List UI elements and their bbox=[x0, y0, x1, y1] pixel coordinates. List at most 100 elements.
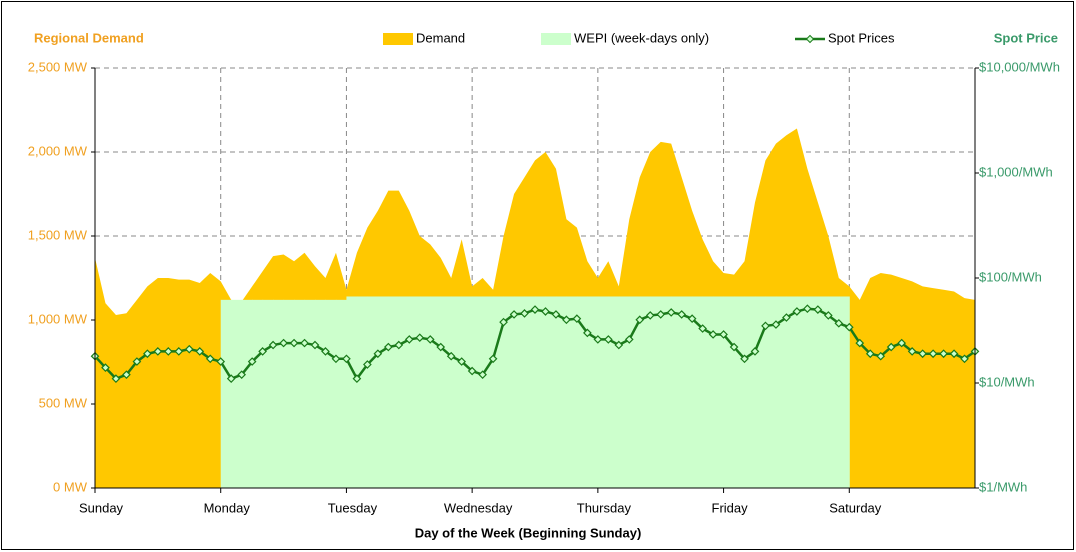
wepi-step bbox=[241, 299, 253, 488]
spot-marker bbox=[132, 357, 142, 366]
wepi-step bbox=[608, 296, 620, 488]
y2-tick-label: $100/MWh bbox=[979, 269, 1042, 284]
spot-marker bbox=[562, 315, 571, 325]
spot-marker bbox=[750, 347, 760, 356]
wepi-step bbox=[692, 296, 704, 488]
wepi-step bbox=[702, 296, 714, 488]
spot-marker bbox=[352, 374, 362, 384]
spot-marker bbox=[143, 349, 152, 359]
x-tick-label: Saturday bbox=[829, 500, 882, 515]
spot-marker bbox=[792, 307, 802, 316]
spot-marker bbox=[813, 305, 823, 314]
spot-marker bbox=[834, 318, 844, 328]
wepi-step bbox=[734, 296, 746, 488]
wepi-step bbox=[451, 296, 463, 488]
spot-marker bbox=[949, 349, 959, 359]
spot-marker bbox=[205, 354, 215, 364]
spot-marker bbox=[289, 338, 299, 348]
wepi-step bbox=[807, 296, 819, 488]
x-tick-label: Wednesday bbox=[444, 500, 513, 515]
spot-marker bbox=[719, 330, 728, 339]
spot-marker bbox=[363, 360, 372, 369]
spot-marker bbox=[583, 328, 592, 338]
wepi-step bbox=[367, 296, 379, 488]
legend-label: Spot Prices bbox=[828, 30, 895, 45]
spot-marker bbox=[823, 311, 833, 320]
spot-marker bbox=[729, 342, 739, 352]
spot-marker bbox=[740, 354, 749, 364]
y-tick-label: 500 MW bbox=[39, 395, 88, 410]
wepi-step bbox=[294, 299, 306, 488]
spot-marker bbox=[803, 304, 812, 314]
wepi-step bbox=[388, 296, 400, 488]
spot-marker bbox=[603, 335, 613, 344]
spot-marker bbox=[918, 349, 927, 359]
spot-marker bbox=[928, 349, 938, 359]
wepi-step bbox=[639, 296, 651, 488]
spot-marker bbox=[939, 349, 948, 359]
wepi-step bbox=[576, 296, 588, 488]
x-tick-label: Thursday bbox=[577, 500, 632, 515]
wepi-step bbox=[503, 296, 515, 488]
wepi-step bbox=[755, 296, 766, 488]
spot-marker bbox=[415, 333, 425, 343]
y-tick-label: 1,000 MW bbox=[28, 311, 88, 326]
wepi-step bbox=[262, 299, 274, 488]
spot-marker bbox=[530, 305, 540, 314]
spot-marker bbox=[478, 370, 487, 380]
wepi-step bbox=[273, 299, 285, 488]
spot-marker bbox=[865, 349, 875, 359]
spot-marker bbox=[153, 347, 163, 356]
spot-marker bbox=[174, 347, 184, 356]
spot-marker bbox=[886, 342, 896, 352]
wepi-step bbox=[514, 296, 526, 488]
spot-marker bbox=[960, 354, 969, 364]
wepi-step bbox=[472, 296, 484, 488]
y-tick-label: 2,000 MW bbox=[28, 143, 88, 158]
y2-tick-label: $1/MWh bbox=[979, 479, 1027, 494]
wepi-step bbox=[681, 296, 693, 488]
wepi-step bbox=[535, 296, 546, 488]
spot-marker bbox=[593, 335, 603, 344]
wepi-step bbox=[346, 296, 358, 488]
wepi-step bbox=[430, 296, 442, 488]
x-axis-title: Day of the Week (Beginning Sunday) bbox=[415, 525, 642, 540]
spot-marker bbox=[300, 338, 309, 348]
wepi-step bbox=[545, 296, 557, 488]
y-tick-label: 0 MW bbox=[53, 479, 88, 494]
wepi-step bbox=[744, 296, 756, 488]
legend-marker bbox=[805, 34, 815, 44]
y2-tick-label: $1,000/MWh bbox=[979, 164, 1053, 179]
y2-tick-label: $10,000/MWh bbox=[979, 59, 1060, 74]
legend-label: WEPI (week-days only) bbox=[574, 30, 709, 45]
wepi-step bbox=[304, 299, 316, 488]
spot-marker bbox=[551, 310, 561, 319]
wepi-step bbox=[493, 296, 505, 488]
wepi-step bbox=[315, 299, 326, 488]
wepi-step bbox=[325, 299, 337, 488]
wepi-step bbox=[713, 296, 725, 488]
spot-marker bbox=[844, 322, 854, 332]
wepi-step bbox=[597, 296, 609, 488]
spot-marker bbox=[425, 335, 435, 344]
wepi-step bbox=[786, 296, 798, 488]
wepi-step bbox=[461, 296, 473, 488]
x-tick-label: Monday bbox=[204, 500, 251, 515]
spot-marker bbox=[708, 330, 718, 339]
wepi-step bbox=[555, 296, 567, 488]
spot-marker bbox=[771, 320, 781, 329]
wepi-step bbox=[828, 296, 840, 488]
wepi-step bbox=[566, 296, 578, 488]
spot-marker bbox=[687, 314, 697, 324]
wepi-step bbox=[838, 296, 850, 488]
spot-marker bbox=[499, 317, 508, 327]
spot-marker bbox=[782, 313, 791, 322]
spot-marker bbox=[122, 370, 131, 380]
spot-marker bbox=[520, 309, 529, 318]
legend-swatch bbox=[541, 33, 571, 45]
spot-marker bbox=[624, 335, 634, 344]
wepi-step bbox=[231, 299, 243, 488]
legend-label: Demand bbox=[416, 30, 465, 45]
spot-marker bbox=[761, 321, 770, 331]
